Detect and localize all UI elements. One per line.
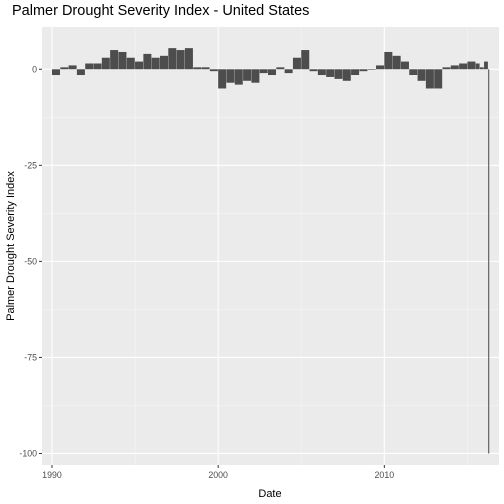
bar	[126, 57, 135, 70]
x-tick-label: 1990	[42, 470, 62, 480]
y-tick-label: -75	[24, 352, 37, 362]
bar	[201, 67, 210, 70]
bar	[376, 65, 385, 70]
bar	[51, 69, 60, 76]
chart-title: Palmer Drought Severity Index - United S…	[12, 3, 310, 19]
bar	[488, 69, 490, 454]
bar-series	[51, 48, 490, 454]
bar	[168, 48, 177, 70]
bar	[93, 63, 102, 70]
bar	[392, 55, 401, 70]
bar	[209, 69, 218, 72]
bar	[110, 50, 119, 70]
y-tick-label: -25	[24, 160, 37, 170]
bar	[351, 69, 360, 76]
y-tick-label: -100	[19, 448, 37, 458]
plot-panel	[42, 27, 499, 465]
bar	[101, 57, 110, 70]
bar	[243, 69, 252, 81]
bar	[68, 65, 77, 70]
axis-ticks	[39, 68, 385, 468]
bar	[425, 69, 434, 89]
bar	[135, 61, 144, 70]
bar	[467, 61, 476, 70]
bar	[193, 67, 202, 70]
bar	[326, 69, 335, 77]
bar	[317, 69, 326, 76]
bar	[226, 69, 235, 83]
bar	[459, 63, 468, 70]
bar	[218, 69, 227, 89]
bar	[76, 69, 85, 76]
y-tick-label: 0	[32, 64, 37, 74]
bar	[479, 67, 484, 70]
bar	[342, 69, 351, 81]
bar	[85, 63, 94, 70]
bar	[118, 51, 127, 70]
bar	[276, 67, 285, 70]
bar	[292, 57, 301, 70]
x-axis-title: Date	[258, 488, 281, 500]
bar	[334, 69, 343, 79]
bar	[442, 67, 451, 70]
bar	[400, 61, 409, 70]
bar	[151, 57, 160, 70]
x-tick-label: 2010	[375, 470, 395, 480]
x-tick-labels: 1990 2000 2010	[42, 470, 394, 480]
bar	[309, 69, 318, 72]
bar	[184, 48, 193, 70]
bar	[259, 69, 268, 74]
bar	[359, 69, 368, 72]
y-tick-labels: 0 -25 -50 -75 -100	[19, 64, 37, 458]
bar	[484, 61, 488, 70]
bar	[409, 69, 418, 76]
bar	[417, 69, 426, 81]
bar	[384, 51, 393, 70]
bar	[475, 63, 480, 70]
bar	[176, 50, 185, 70]
bar	[434, 69, 443, 89]
bar	[268, 69, 277, 76]
bar	[143, 53, 152, 70]
bar	[367, 69, 376, 70]
bar	[159, 55, 168, 70]
bar	[450, 65, 459, 70]
y-axis-title: Palmer Drought Severity Index	[5, 171, 17, 321]
bar	[60, 67, 69, 70]
bar	[284, 69, 293, 74]
bar	[251, 69, 260, 83]
bar	[301, 50, 310, 70]
minor-gridlines	[42, 27, 499, 465]
bar	[234, 69, 243, 85]
y-tick-label: -50	[24, 256, 37, 266]
x-tick-label: 2000	[208, 470, 228, 480]
